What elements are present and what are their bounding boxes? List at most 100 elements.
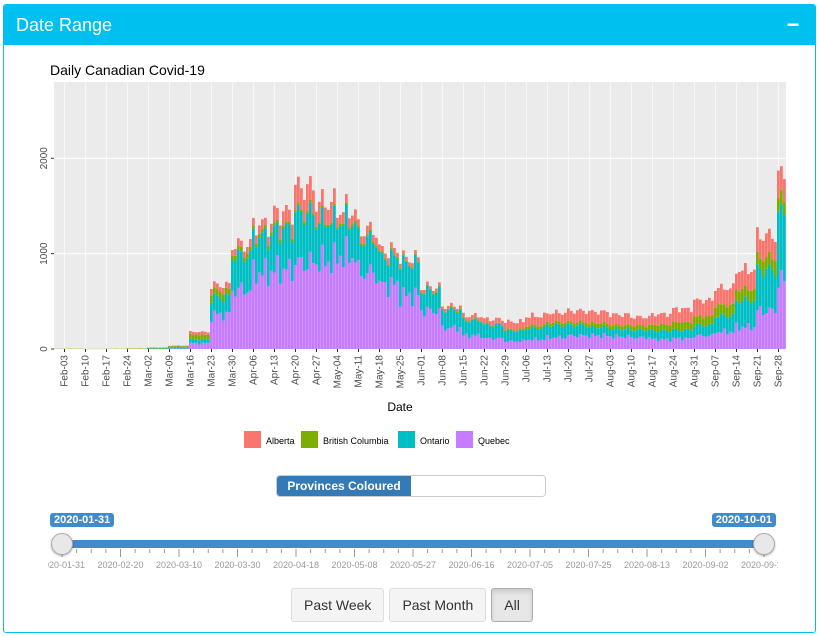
bar-british-columbia xyxy=(738,291,741,304)
bar-british-columbia xyxy=(495,322,498,324)
bar-british-columbia xyxy=(456,312,459,314)
bar-ontario xyxy=(681,331,684,341)
bar-alberta xyxy=(666,316,669,326)
bar-ontario xyxy=(291,242,294,282)
bar-quebec xyxy=(429,308,432,349)
bar-ontario xyxy=(339,225,342,256)
bar-british-columbia xyxy=(243,257,246,263)
slider-handle-start[interactable] xyxy=(51,533,73,555)
bar-ontario xyxy=(567,323,570,336)
bar-ontario xyxy=(387,266,390,298)
bar-alberta xyxy=(765,233,768,258)
bar-quebec xyxy=(645,339,648,349)
bar-british-columbia xyxy=(636,324,639,330)
bar-quebec xyxy=(543,340,546,349)
bar-alberta xyxy=(531,312,534,325)
bar-quebec xyxy=(273,272,276,349)
provinces-coloured-toggle[interactable]: Provinces Coloured xyxy=(276,475,546,497)
bar-ontario xyxy=(189,338,192,343)
bar-quebec xyxy=(435,314,438,349)
bar-alberta xyxy=(555,309,558,321)
bar-ontario xyxy=(648,329,651,338)
toggle-on-label[interactable]: Provinces Coloured xyxy=(277,476,411,496)
bar-ontario xyxy=(780,204,783,271)
slider-track[interactable] xyxy=(62,540,764,548)
bar-british-columbia xyxy=(675,322,678,329)
minus-icon[interactable]: − xyxy=(786,12,800,37)
bar-ontario xyxy=(777,211,780,288)
bar-alberta xyxy=(393,248,396,255)
bar-alberta xyxy=(762,240,765,262)
bar-british-columbia xyxy=(528,326,531,330)
bar-ontario xyxy=(378,251,381,281)
bar-quebec xyxy=(237,287,240,349)
bar-british-columbia xyxy=(780,189,783,205)
x-tick-label: Sep-14 xyxy=(732,355,743,388)
bar-alberta xyxy=(624,313,627,326)
bar-ontario xyxy=(273,225,276,273)
bar-ontario xyxy=(390,249,393,278)
bar-quebec xyxy=(378,280,381,349)
bar-ontario xyxy=(705,326,708,337)
bar-quebec xyxy=(573,336,576,349)
bar-quebec xyxy=(411,306,414,349)
bar-quebec xyxy=(777,287,780,349)
bar-alberta xyxy=(528,317,531,327)
bar-ontario xyxy=(399,269,402,307)
bar-british-columbia xyxy=(351,224,354,227)
bar-british-columbia xyxy=(642,325,645,331)
bar-ontario xyxy=(495,323,498,339)
bar-quebec xyxy=(285,269,288,349)
bar-quebec xyxy=(495,338,498,349)
x-tick-label: Jul-13 xyxy=(543,355,554,383)
bar-alberta xyxy=(543,312,546,325)
bar-ontario xyxy=(222,302,225,321)
bar-ontario xyxy=(402,255,405,288)
bar-alberta xyxy=(660,313,663,324)
bar-quebec xyxy=(783,281,786,349)
bar-alberta xyxy=(498,317,501,323)
bar-alberta xyxy=(492,320,495,326)
bar-quebec xyxy=(396,280,399,349)
bar-ontario xyxy=(783,215,786,282)
bar-ontario xyxy=(381,253,384,283)
bar-alberta xyxy=(636,315,639,325)
bar-quebec xyxy=(336,263,339,349)
bar-ontario xyxy=(507,329,510,342)
bar-alberta xyxy=(342,212,345,224)
bar-quebec xyxy=(519,341,522,349)
bar-ontario xyxy=(588,327,591,338)
past-month-button[interactable]: Past Month xyxy=(389,588,487,622)
bar-ontario xyxy=(336,229,339,264)
bar-alberta xyxy=(294,184,297,211)
bar-ontario xyxy=(375,247,378,284)
bar-quebec xyxy=(249,290,252,349)
all-button[interactable]: All xyxy=(491,588,533,622)
bar-alberta xyxy=(489,321,492,326)
x-tick-label: Mar-02 xyxy=(144,355,155,387)
bar-quebec xyxy=(483,338,486,349)
bar-ontario xyxy=(624,329,627,339)
bar-british-columbia xyxy=(345,202,348,205)
bar-quebec xyxy=(744,327,747,349)
bar-quebec xyxy=(693,337,696,349)
bar-ontario xyxy=(243,262,246,295)
bar-ontario xyxy=(657,332,660,342)
bar-british-columbia xyxy=(291,238,294,243)
bar-alberta xyxy=(711,300,714,316)
bar-ontario xyxy=(435,292,438,315)
bar-ontario xyxy=(351,226,354,259)
bar-british-columbia xyxy=(159,347,162,349)
date-range-slider[interactable]: 2020-01-31 2020-10-01 2020-01-31 2020-02-… xyxy=(48,513,778,585)
bar-alberta xyxy=(570,310,573,322)
bar-alberta xyxy=(357,219,360,227)
bar-british-columbia xyxy=(564,322,567,326)
bar-british-columbia xyxy=(510,328,513,331)
past-week-button[interactable]: Past Week xyxy=(291,588,385,622)
x-tick-label: Aug-03 xyxy=(606,355,617,388)
toggle-off-area[interactable] xyxy=(411,476,545,496)
bar-ontario xyxy=(384,259,387,283)
slider-handle-end[interactable] xyxy=(753,533,775,555)
bar-quebec xyxy=(726,334,729,349)
bar-quebec xyxy=(216,313,219,349)
